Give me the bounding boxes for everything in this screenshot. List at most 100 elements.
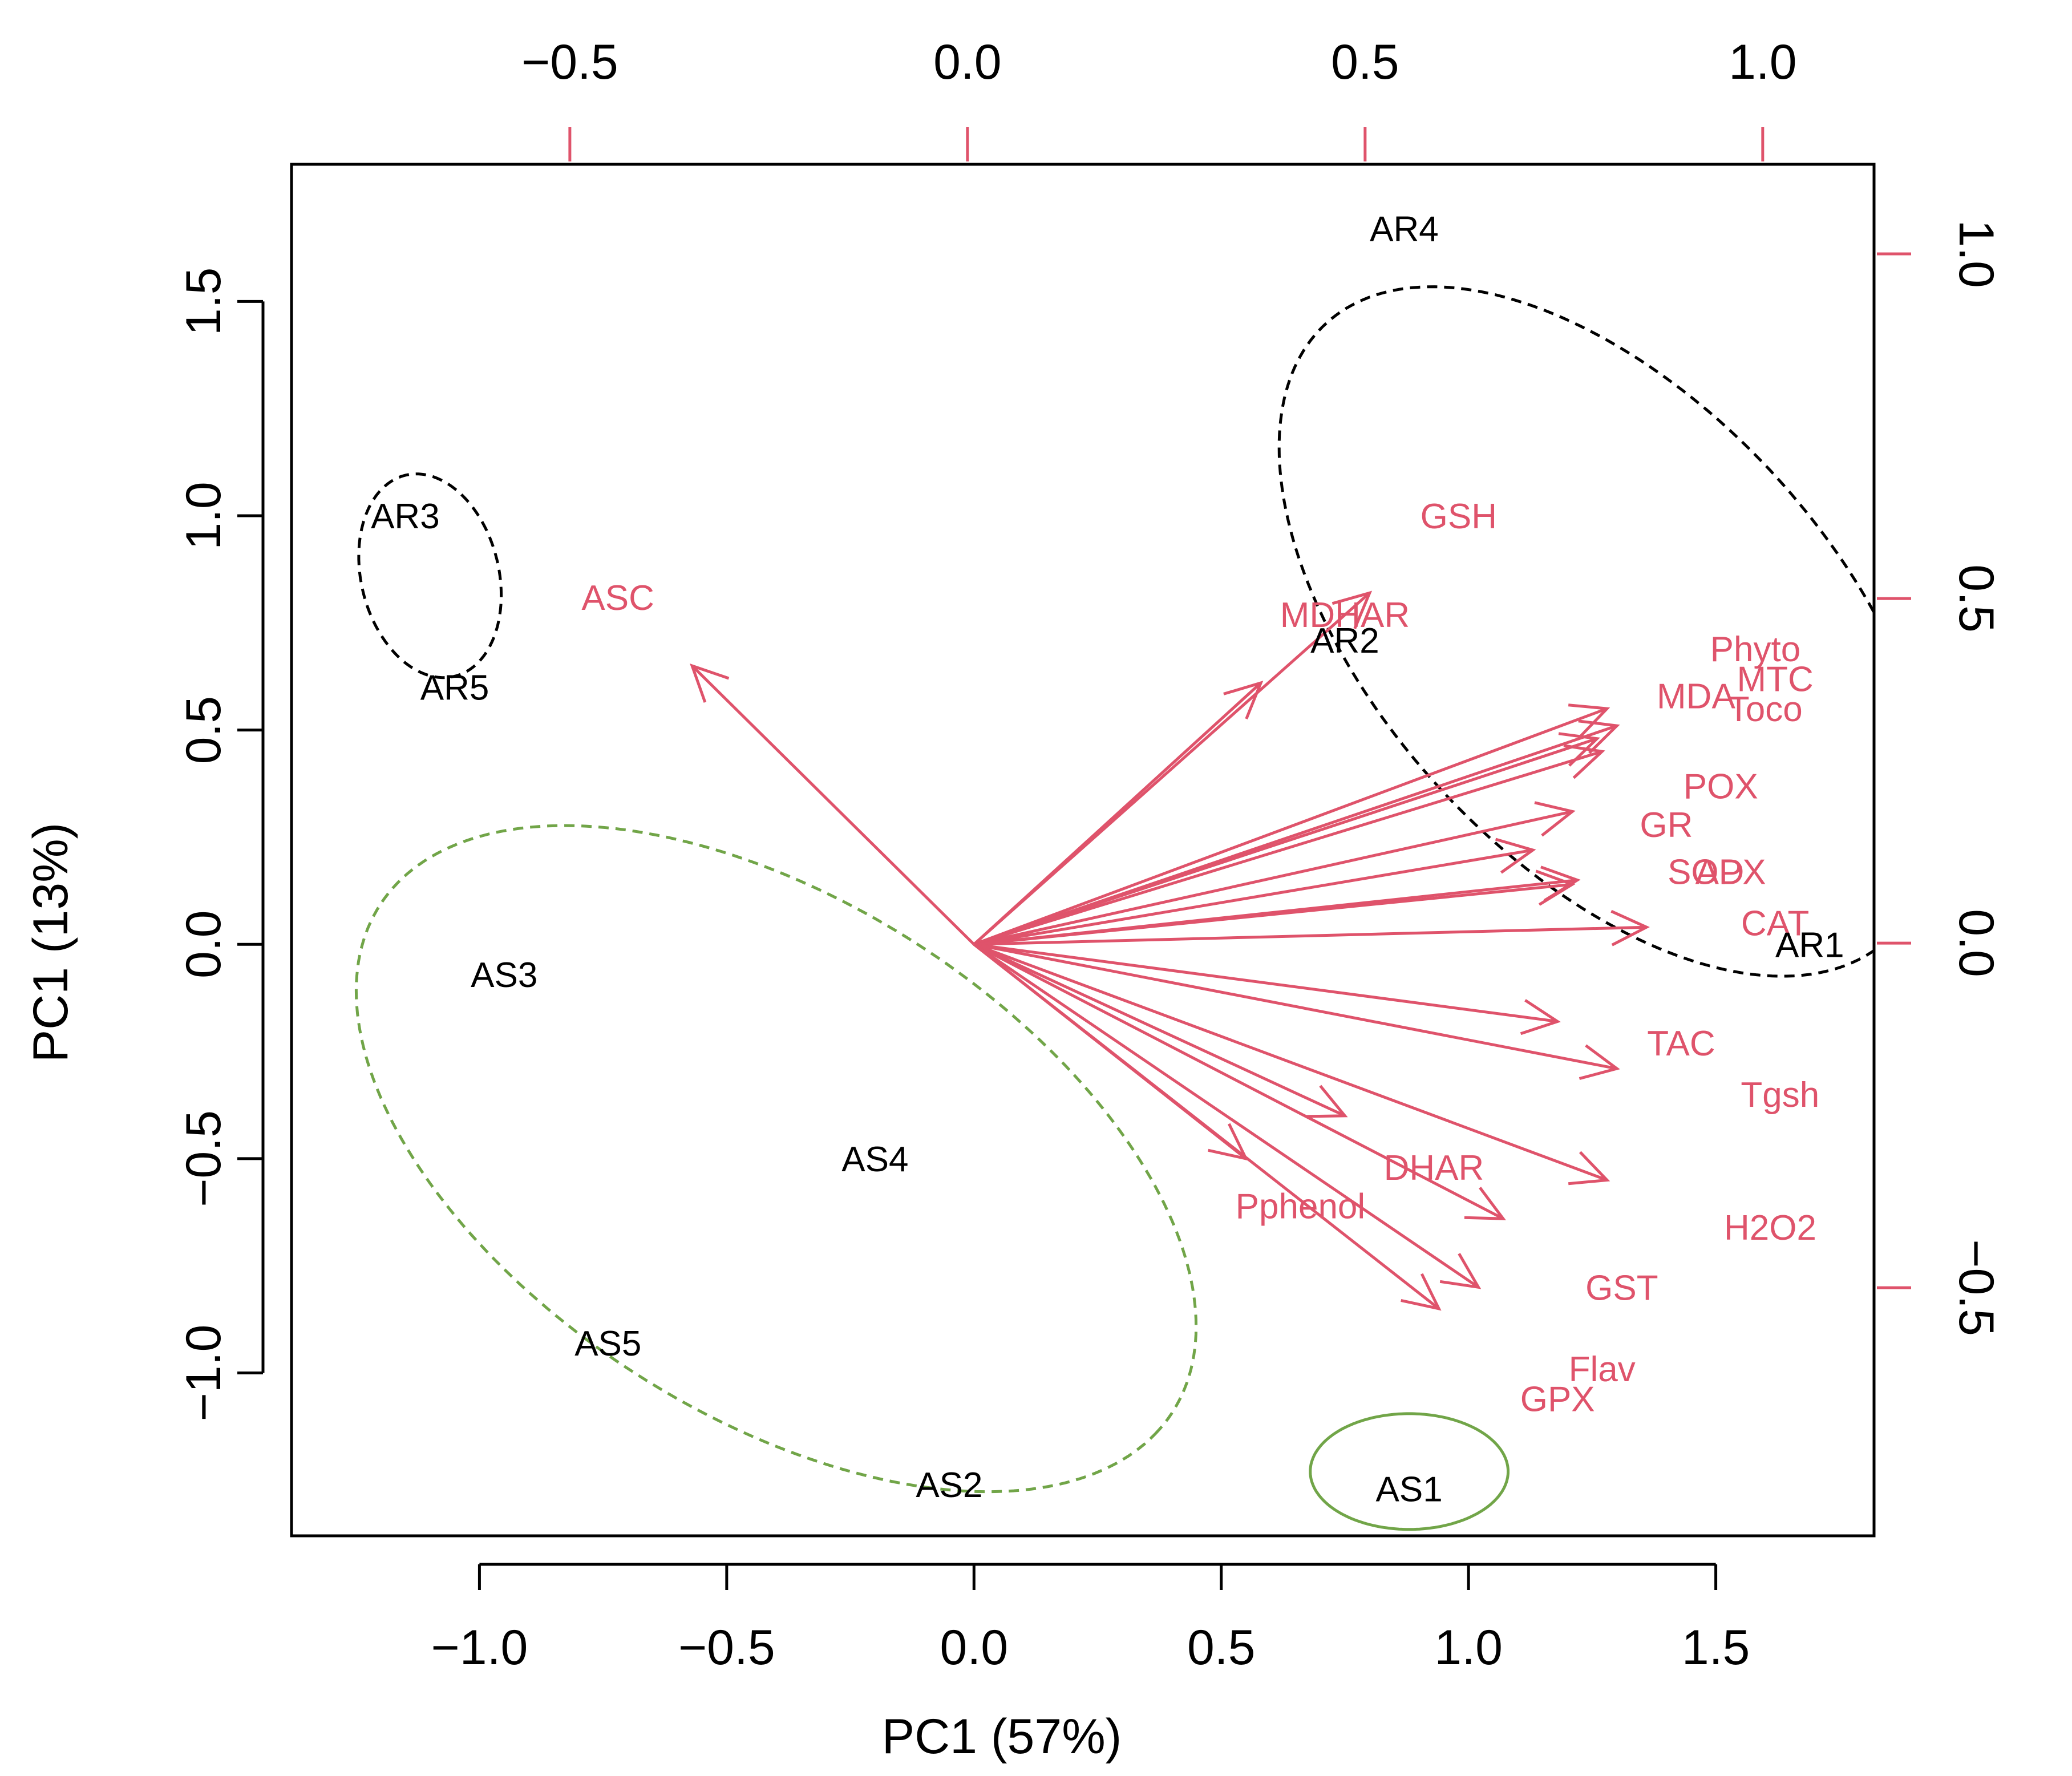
variable-label-mtc: MTC <box>1737 660 1813 699</box>
variable-label-tgsh: Tgsh <box>1741 1075 1819 1115</box>
variable-label-pphenol: Pphenol <box>1236 1187 1366 1227</box>
arrow-head <box>1306 1085 1348 1118</box>
arrow-shaft <box>973 707 1608 946</box>
x-tick-label: 1.5 <box>1682 1620 1750 1675</box>
ellipse-as1 <box>1309 1412 1510 1531</box>
y-axis-title: PC1 (13%) <box>23 823 78 1063</box>
arrow-gst <box>973 943 1506 1220</box>
arrow-shaft <box>973 682 1262 946</box>
variable-label-mda: MDA <box>1657 677 1735 717</box>
x-tick-label: 0.0 <box>940 1620 1009 1675</box>
right-tick-label: 1.0 <box>1949 220 2004 288</box>
arrow-shaft <box>973 943 1440 1310</box>
arrow-dhar <box>973 943 1348 1118</box>
right-tick-label: 0.5 <box>1949 564 2004 633</box>
plot-frame <box>290 163 1876 1538</box>
arrow-shaft <box>973 750 1602 946</box>
arrow-shaft <box>973 943 1346 1118</box>
arrow-shaft <box>973 942 1608 1182</box>
variable-label-asc: ASC <box>581 578 654 618</box>
y-tick-label: 0.0 <box>176 910 231 978</box>
arrow-gr <box>973 838 1536 946</box>
variable-label-tac: TAC <box>1647 1024 1715 1063</box>
x-tick-label: 1.0 <box>1434 1620 1503 1675</box>
y-axis-left: −1.0 −0.5 0.0 0.5 1.0 1.5 <box>176 268 265 1422</box>
top-tick-label: 0.0 <box>933 35 1002 90</box>
arrow-mda <box>973 732 1600 946</box>
sample-label-ar4: AR4 <box>1370 210 1439 249</box>
sample-label-ar1: AR1 <box>1775 925 1844 965</box>
arrow-asc <box>690 663 976 946</box>
sample-label-ar5: AR5 <box>420 669 489 708</box>
variable-label-gpx: GPX <box>1520 1380 1595 1419</box>
top-tick-label: 0.5 <box>1331 35 1399 90</box>
x-axis-title: PC1 (57%) <box>882 1709 1122 1764</box>
variable-label-apx: APX <box>1695 853 1766 892</box>
arrow-tgsh <box>973 942 1620 1081</box>
arrow-shaft <box>973 737 1598 946</box>
variable-label-h2o2: H2O2 <box>1724 1208 1816 1248</box>
arrow-head <box>1534 801 1576 837</box>
arrow-head <box>1578 719 1620 754</box>
y-tick-label: −0.5 <box>176 1110 231 1207</box>
y-axis-right: −0.5 0.0 0.5 1.0 <box>1877 220 2004 1336</box>
arrow-head <box>1579 1044 1620 1081</box>
arrow-shaft <box>973 942 1558 1023</box>
arrow-toco <box>973 744 1605 946</box>
arrow-apx <box>974 869 1576 946</box>
sample-label-as2: AS2 <box>916 1466 982 1505</box>
arrow-h2o2 <box>973 942 1610 1186</box>
y-tick-label: −1.0 <box>176 1325 231 1422</box>
x-tick-label: 0.5 <box>1187 1620 1256 1675</box>
confidence-ellipses <box>354 285 1874 1531</box>
variable-label-cat: CAT <box>1741 904 1809 944</box>
variable-label-mdhar: MDHAR <box>1280 596 1410 635</box>
arrow-gpx <box>973 943 1442 1311</box>
arrow-head <box>1332 590 1373 629</box>
ellipse-as-cluster <box>354 824 1198 1494</box>
arrow-mtc <box>973 703 1610 946</box>
sample-labels: AR1 AR2 AR3 AR4 AR5 AS1 AS2 AS3 AS4 AS5 <box>371 210 1844 1510</box>
variable-label-gst: GST <box>1585 1268 1658 1308</box>
arrow-shaft <box>973 942 1617 1070</box>
sample-label-as1: AS1 <box>1376 1470 1443 1509</box>
y-tick-label: 0.5 <box>176 696 231 764</box>
x-axis-top: −0.5 0.0 0.5 1.0 <box>521 35 1797 161</box>
arrow-head <box>1464 1187 1506 1220</box>
variable-label-gr: GR <box>1640 806 1693 845</box>
arrow-head <box>690 663 730 703</box>
ellipse-ar-cluster-upper-right <box>1277 285 1874 978</box>
arrow-head <box>1223 681 1264 720</box>
arrow-shaft <box>691 665 976 946</box>
variable-label-toco: Toco <box>1728 690 1803 729</box>
top-tick-label: 1.0 <box>1729 35 1797 90</box>
sample-label-ar2: AR2 <box>1310 621 1379 661</box>
arrow-head <box>1520 999 1561 1035</box>
arrow-head <box>1535 869 1576 906</box>
arrow-head <box>1610 909 1650 946</box>
arrow-head <box>1568 703 1610 738</box>
sample-label-as5: AS5 <box>574 1324 641 1364</box>
right-tick-label: −0.5 <box>1949 1239 2004 1336</box>
arrow-tac <box>973 942 1561 1035</box>
y-tick-label: 1.5 <box>176 268 231 336</box>
variable-label-flav: Flav <box>1569 1350 1636 1389</box>
arrow-shaft <box>974 883 1573 946</box>
top-tick-label: −0.5 <box>521 35 618 90</box>
sample-label-as4: AS4 <box>841 1140 908 1179</box>
variable-label-phyto: Phyto <box>1710 630 1801 669</box>
arrow-head <box>1495 838 1536 874</box>
arrow-shaft <box>973 943 1479 1289</box>
y-tick-label: 1.0 <box>176 482 231 550</box>
sample-label-ar3: AR3 <box>371 497 440 536</box>
x-tick-label: −1.0 <box>431 1620 528 1675</box>
variable-label-gsh: GSH <box>1421 497 1497 536</box>
arrow-head <box>1558 732 1600 767</box>
variable-label-dhar: DHAR <box>1384 1148 1484 1188</box>
right-tick-label: 0.0 <box>1949 909 2004 977</box>
arrow-flav <box>973 943 1482 1289</box>
arrow-shaft <box>974 925 1647 946</box>
arrow-head <box>1568 1151 1610 1186</box>
